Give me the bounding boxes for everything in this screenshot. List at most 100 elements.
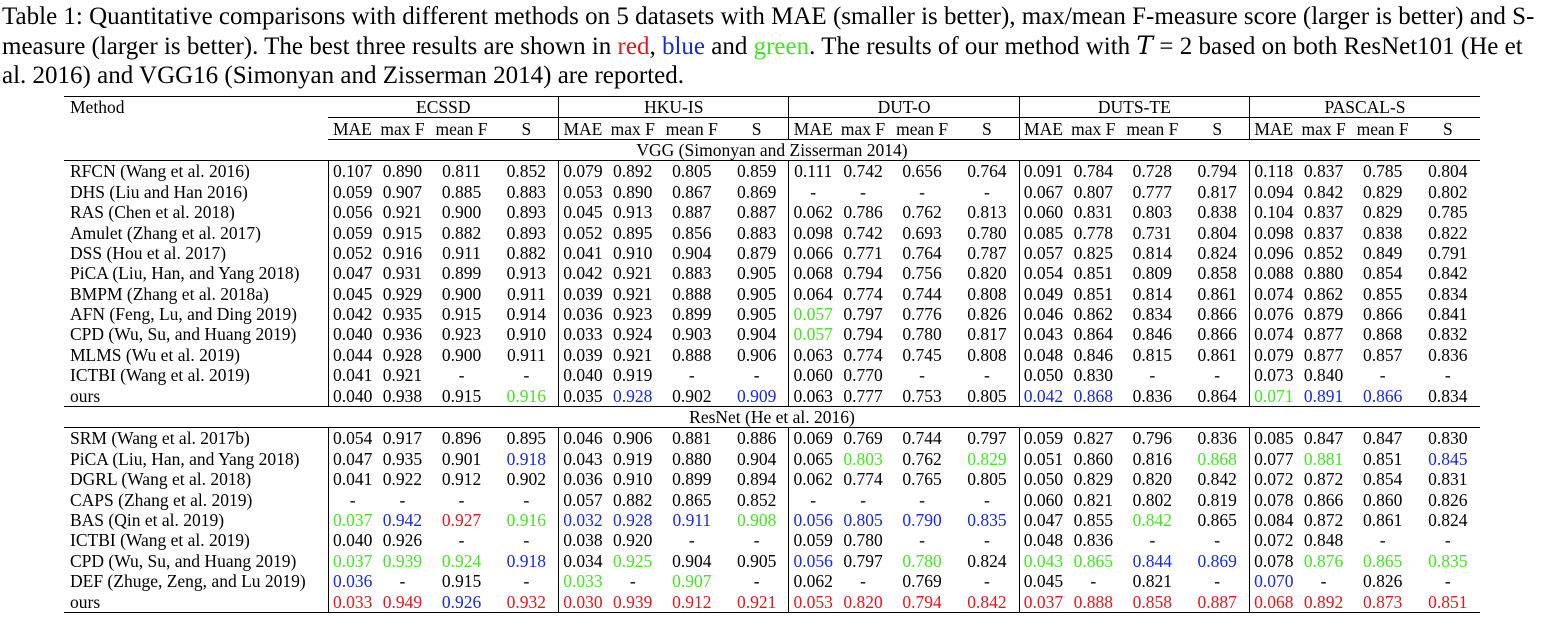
metric-cell: 0.803	[843, 448, 883, 469]
metric-cell: 0.066	[788, 242, 837, 264]
metric-cell: 0.032	[558, 509, 607, 531]
metric-cell: 0.915	[441, 385, 482, 406]
metric-cell: -	[919, 181, 925, 202]
metric-header: S	[1415, 117, 1480, 140]
metric-header: MAE	[1018, 117, 1068, 140]
metric-header: mean F	[1349, 117, 1416, 140]
metric-cell: 0.904	[672, 242, 712, 263]
metric-cell: 0.842	[1197, 469, 1237, 490]
caption-math-eq: = 2	[1153, 33, 1193, 60]
metric-cell: 0.879	[736, 242, 777, 263]
metric-cell: 0.859	[736, 161, 777, 182]
metric-header: S	[724, 117, 789, 140]
metric-cell: 0.852	[736, 489, 777, 510]
metric-cell: 0.797	[967, 428, 1007, 449]
metric-cell: 0.787	[967, 242, 1007, 263]
metric-cell: 0.926	[428, 591, 495, 613]
metric-cell: 0.831	[1428, 469, 1468, 490]
metric-cell: -	[860, 181, 866, 202]
table-row: DEF (Zhuge, Zeng, and Lu 2019) 0.036 - 0.91…	[64, 570, 1480, 592]
dataset-header-ecssd: ECSSD	[328, 95, 559, 119]
metric-cell: 0.858	[1119, 591, 1186, 613]
metric-cell: 0.797	[843, 304, 883, 325]
metric-cell: -	[984, 181, 990, 202]
caption-green-word: green	[753, 33, 810, 60]
metric-cell: 0.861	[1197, 283, 1237, 304]
metric-cell: 0.919	[613, 365, 653, 386]
metric-cell: 0.780	[967, 222, 1007, 243]
metric-cell: 0.076	[1248, 303, 1298, 325]
metric-cell: 0.785	[1428, 202, 1468, 223]
metric-cell: 0.862	[1303, 283, 1344, 304]
caption-sep-1: ,	[649, 33, 662, 60]
metric-cell: 0.804	[1197, 222, 1237, 243]
table-caption: Table 1: Quantitative comparisons with d…	[2, 2, 1543, 90]
metric-cell: -	[523, 365, 530, 386]
metric-cell: 0.044	[327, 344, 377, 366]
method-header: Method	[64, 96, 329, 140]
metric-header-row: MAE max F mean F S MAE max F mean F S MA…	[64, 117, 1480, 140]
metric-cell: 0.756	[902, 263, 942, 284]
metric-cell: 0.921	[382, 202, 423, 223]
metric-cell: 0.041	[327, 365, 377, 386]
method-name: PiCA (Liu, Han, and Yang 2018)	[70, 263, 300, 284]
metric-cell: 0.771	[843, 242, 883, 263]
metric-cell: -	[1149, 530, 1156, 551]
metric-cell: 0.868	[1197, 448, 1237, 469]
table-row: ICTBI (Wang et al. 2019) 0.040 0.926 - - 0.03…	[64, 530, 1480, 551]
metric-cell: 0.912	[441, 469, 482, 490]
metric-cell: 0.907	[382, 181, 423, 202]
table-row: AFN (Feng, Lu, and Ding 2019) 0.042 0.935 0…	[64, 303, 1480, 325]
metric-cell: 0.040	[327, 385, 377, 407]
metric-cell: 0.838	[1362, 222, 1403, 243]
method-name: RFCN (Wang et al. 2016)	[70, 161, 250, 182]
metric-cell: -	[1214, 365, 1221, 386]
metric-cell: 0.880	[672, 448, 712, 469]
metric-cell: 0.911	[506, 283, 546, 304]
metric-cell: 0.814	[1132, 242, 1173, 263]
metric-cell: 0.048	[1018, 344, 1068, 366]
metric-cell: -	[1379, 530, 1386, 551]
metric-cell: 0.925	[613, 550, 653, 571]
metric-cell: 0.866	[1197, 324, 1237, 345]
metric-cell: 0.872	[1303, 469, 1344, 490]
metric-header: S	[955, 117, 1020, 140]
metric-cell: 0.742	[843, 222, 883, 243]
metric-cell: 0.928	[613, 510, 653, 530]
metric-cell: 0.764	[902, 242, 942, 263]
metric-cell: 0.829	[1362, 181, 1403, 202]
metric-cell: 0.838	[1197, 202, 1237, 223]
metric-cell: 0.895	[613, 222, 653, 243]
table-row: RAS (Chen et al. 2018) 0.056 0.921 0.900 0.8…	[64, 201, 1480, 223]
method-name: AFN (Feng, Lu, and Ding 2019)	[70, 304, 297, 325]
metric-cell: 0.918	[506, 448, 547, 469]
metric-cell: -	[523, 489, 530, 510]
metric-cell: 0.852	[506, 161, 547, 182]
metric-cell: 0.829	[1362, 202, 1403, 223]
metric-cell: 0.035	[558, 385, 607, 407]
method-name: CPD (Wu, Su, and Huang 2019)	[70, 324, 297, 345]
table-row: CPD (Wu, Su, and Huang 2019) 0.037 0.939 0.…	[64, 550, 1480, 571]
metric-header: mean F	[658, 117, 725, 140]
metric-cell: 0.854	[1362, 263, 1403, 284]
metric-cell: 0.068	[788, 263, 837, 284]
metric-cell: 0.899	[672, 469, 712, 490]
method-name: CPD (Wu, Su, and Huang 2019)	[70, 550, 297, 571]
metric-cell: 0.064	[788, 283, 837, 304]
metric-cell: 0.745	[902, 344, 942, 365]
metric-cell: 0.837	[1303, 202, 1344, 223]
metric-cell: 0.942	[382, 510, 423, 530]
metric-cell: 0.071	[1248, 385, 1298, 407]
metric-cell: 0.656	[902, 161, 942, 182]
metric-cell: 0.883	[736, 222, 777, 243]
metric-cell: 0.056	[788, 550, 837, 571]
metric-cell: 0.774	[843, 283, 883, 304]
metric-cell: 0.060	[788, 365, 837, 386]
metric-cell: 0.916	[382, 242, 423, 263]
metric-cell: 0.835	[967, 510, 1007, 530]
metric-cell: 0.057	[788, 324, 837, 345]
metric-cell: 0.860	[1362, 489, 1403, 510]
metric-cell: 0.096	[1248, 242, 1298, 264]
metric-cell: 0.040	[327, 530, 377, 551]
metric-cell: 0.887	[672, 202, 712, 223]
